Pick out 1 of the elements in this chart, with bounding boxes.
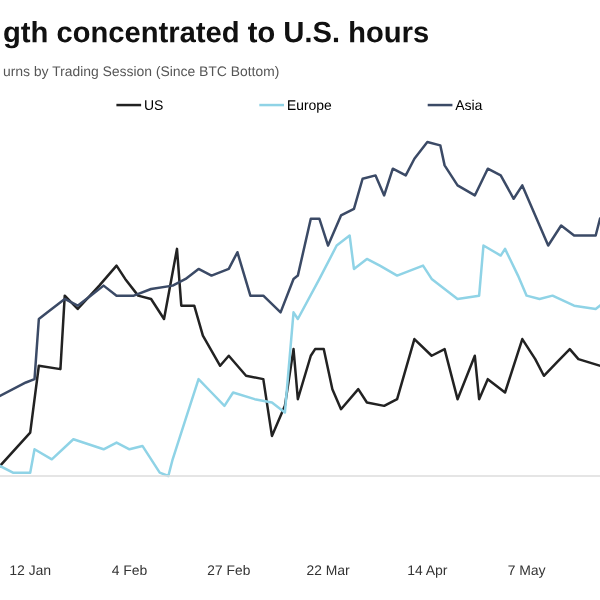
chart-title: gth concentrated to U.S. hours <box>4 21 428 49</box>
